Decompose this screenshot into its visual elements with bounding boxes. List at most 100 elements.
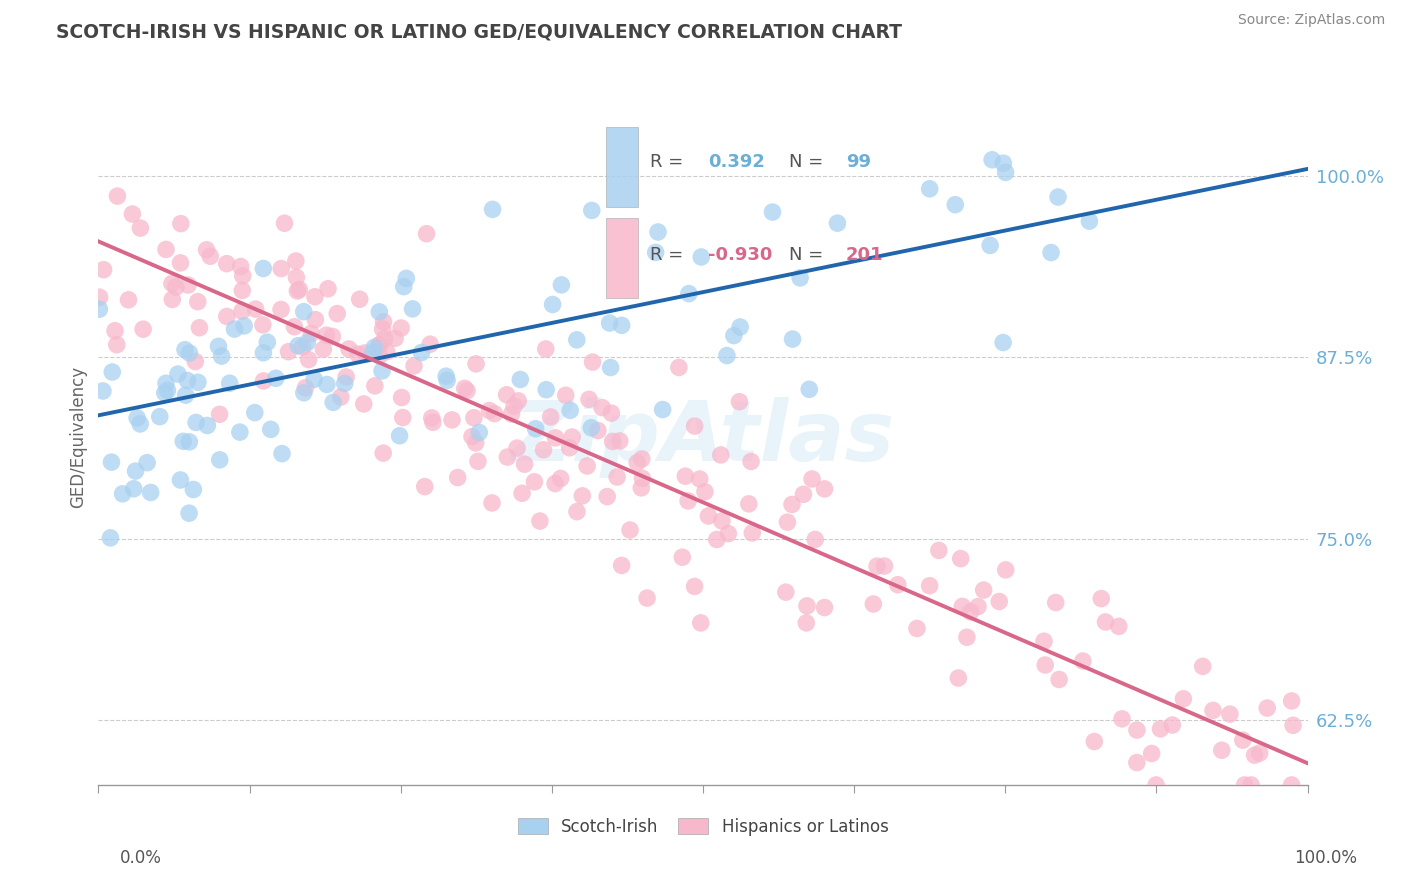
Point <box>389 321 412 335</box>
Point <box>252 374 274 388</box>
Point <box>111 487 134 501</box>
Point <box>1078 214 1101 228</box>
Point <box>508 393 530 408</box>
Point <box>233 318 256 333</box>
Point <box>796 599 818 613</box>
Point <box>602 434 624 449</box>
Point <box>363 340 385 354</box>
Point <box>315 328 337 343</box>
Text: 0.0%: 0.0% <box>120 849 162 867</box>
Point <box>174 388 197 402</box>
Point <box>991 335 1014 350</box>
Point <box>107 189 129 203</box>
Point <box>440 413 463 427</box>
Point <box>287 338 309 352</box>
Point <box>668 360 690 375</box>
Point <box>717 526 740 541</box>
Point <box>464 436 486 450</box>
Point <box>436 373 458 387</box>
Point <box>550 471 572 485</box>
Point <box>967 599 990 614</box>
Point <box>631 471 654 485</box>
Text: 99: 99 <box>845 153 870 171</box>
Point <box>415 227 437 241</box>
Point <box>299 326 322 341</box>
Point <box>741 525 763 540</box>
Point <box>132 322 155 336</box>
Point <box>322 395 344 409</box>
Text: N =: N = <box>789 153 830 171</box>
Point <box>156 384 179 398</box>
Point <box>560 403 582 417</box>
Point <box>374 332 396 346</box>
Point <box>208 407 231 421</box>
Point <box>979 238 1001 252</box>
Point <box>804 533 827 547</box>
Point <box>461 429 484 443</box>
Point <box>208 453 231 467</box>
Point <box>177 506 200 520</box>
Point <box>321 329 343 343</box>
Point <box>160 277 183 291</box>
Point <box>155 243 177 257</box>
Point <box>364 379 387 393</box>
Point <box>402 359 425 373</box>
Point <box>513 457 536 471</box>
Point <box>596 490 619 504</box>
Point <box>1111 712 1133 726</box>
Point <box>89 302 111 317</box>
Point <box>288 283 311 297</box>
Text: N =: N = <box>789 246 830 264</box>
Point <box>264 371 287 385</box>
Point <box>169 256 191 270</box>
Point <box>1219 707 1241 722</box>
Point <box>162 293 184 307</box>
Point <box>799 382 821 396</box>
Point <box>179 346 201 360</box>
Point <box>104 324 127 338</box>
Point <box>100 531 122 545</box>
Point <box>988 594 1011 608</box>
Point <box>671 550 693 565</box>
Point <box>993 156 1015 170</box>
Point <box>1282 718 1305 732</box>
Point <box>422 415 444 429</box>
Text: 100.0%: 100.0% <box>1294 849 1357 867</box>
Point <box>636 591 658 605</box>
Point <box>215 310 238 324</box>
Point <box>207 339 229 353</box>
Point <box>291 340 314 354</box>
Point <box>776 515 799 529</box>
Point <box>1232 733 1254 747</box>
Point <box>1083 734 1105 748</box>
Point <box>949 551 972 566</box>
Point <box>243 406 266 420</box>
Point <box>690 250 713 264</box>
Point <box>1108 619 1130 633</box>
Point <box>195 243 218 257</box>
Point <box>174 343 197 357</box>
Point <box>413 480 436 494</box>
Point <box>232 268 254 283</box>
Point <box>91 384 114 398</box>
Point <box>544 431 567 445</box>
Point <box>270 261 292 276</box>
Point <box>673 469 696 483</box>
Point <box>610 318 633 333</box>
Point <box>292 304 315 318</box>
Point <box>578 392 600 407</box>
Point <box>576 458 599 473</box>
Point <box>740 454 762 468</box>
Point <box>218 376 240 391</box>
Point <box>586 424 609 438</box>
Point <box>297 335 319 350</box>
Point <box>631 452 654 467</box>
Point <box>1281 694 1303 708</box>
Point <box>948 671 970 685</box>
Point <box>177 278 200 293</box>
Point <box>994 563 1017 577</box>
Point <box>368 338 391 352</box>
Point <box>252 345 274 359</box>
Point <box>224 322 246 336</box>
Point <box>647 225 669 239</box>
